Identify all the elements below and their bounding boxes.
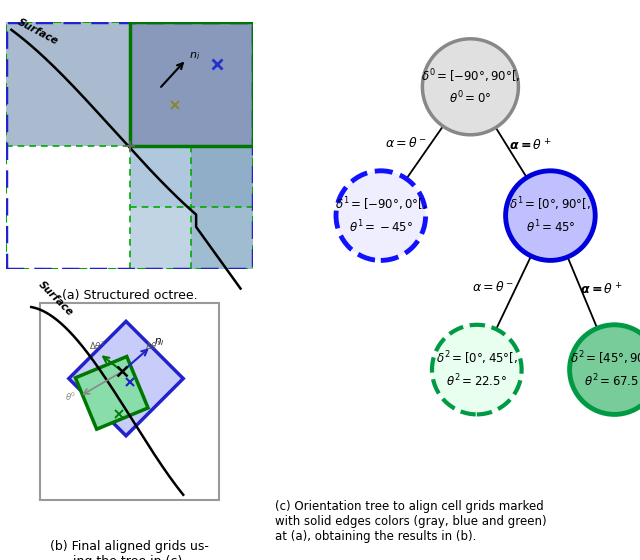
Text: Surface: Surface — [16, 17, 60, 46]
Text: $\delta^1 = [-90°, 0°[$,
$\theta^1 = -45°$: $\delta^1 = [-90°, 0°[$, $\theta^1 = -45… — [335, 196, 427, 235]
Ellipse shape — [432, 325, 522, 414]
Text: (a) Structured octree.: (a) Structured octree. — [62, 288, 197, 301]
Polygon shape — [76, 357, 148, 429]
Text: $\delta^2 = [0°, 45°[$,
$\theta^2 = 22.5°$: $\delta^2 = [0°, 45°[$, $\theta^2 = 22.5… — [436, 350, 518, 389]
Text: $\Delta\theta^1$: $\Delta\theta^1$ — [145, 339, 161, 352]
Text: (c) Orientation tree to align cell grids marked
with solid edges colors (gray, b: (c) Orientation tree to align cell grids… — [275, 500, 547, 543]
Text: (b) Final aligned grids us-
ing the tree in (c).: (b) Final aligned grids us- ing the tree… — [50, 540, 209, 560]
Text: $\delta^1 = [0°, 90°[$,
$\theta^1 = 45°$: $\delta^1 = [0°, 90°[$, $\theta^1 = 45°$ — [509, 196, 591, 235]
Text: Surface: Surface — [36, 279, 76, 318]
Text: $\boldsymbol{\alpha = \theta^+}$: $\boldsymbol{\alpha = \theta^+}$ — [509, 138, 551, 153]
Bar — [6, 22, 129, 146]
Bar — [129, 22, 253, 146]
Text: $\delta^2 = [45°, 90°[$,
$\theta^2 = 67.5°$: $\delta^2 = [45°, 90°[$, $\theta^2 = 67.… — [570, 350, 640, 389]
Text: $\alpha = \theta^-$: $\alpha = \theta^-$ — [385, 136, 428, 150]
Text: $n_i$: $n_i$ — [189, 50, 200, 62]
Bar — [191, 146, 253, 207]
Bar — [6, 146, 129, 269]
Text: $\theta^0$: $\theta^0$ — [65, 390, 76, 403]
Bar — [129, 207, 191, 269]
Bar — [129, 22, 253, 146]
Text: $\delta^0 = [-90°, 90°[$,
$\theta^0 = 0°$: $\delta^0 = [-90°, 90°[$, $\theta^0 = 0°… — [420, 67, 520, 106]
Ellipse shape — [336, 171, 426, 260]
Text: $n_i$: $n_i$ — [154, 335, 164, 348]
Bar — [191, 207, 253, 269]
Text: $\boldsymbol{\alpha = \theta^+}$: $\boldsymbol{\alpha = \theta^+}$ — [580, 282, 623, 297]
Ellipse shape — [506, 171, 595, 260]
Polygon shape — [69, 321, 183, 436]
Ellipse shape — [422, 39, 518, 135]
Text: $\alpha = \theta^-$: $\alpha = \theta^-$ — [472, 280, 514, 294]
Bar — [40, 304, 219, 500]
Bar — [129, 146, 191, 207]
Ellipse shape — [570, 325, 640, 414]
Text: $\Delta\theta^2$: $\Delta\theta^2$ — [90, 339, 106, 352]
